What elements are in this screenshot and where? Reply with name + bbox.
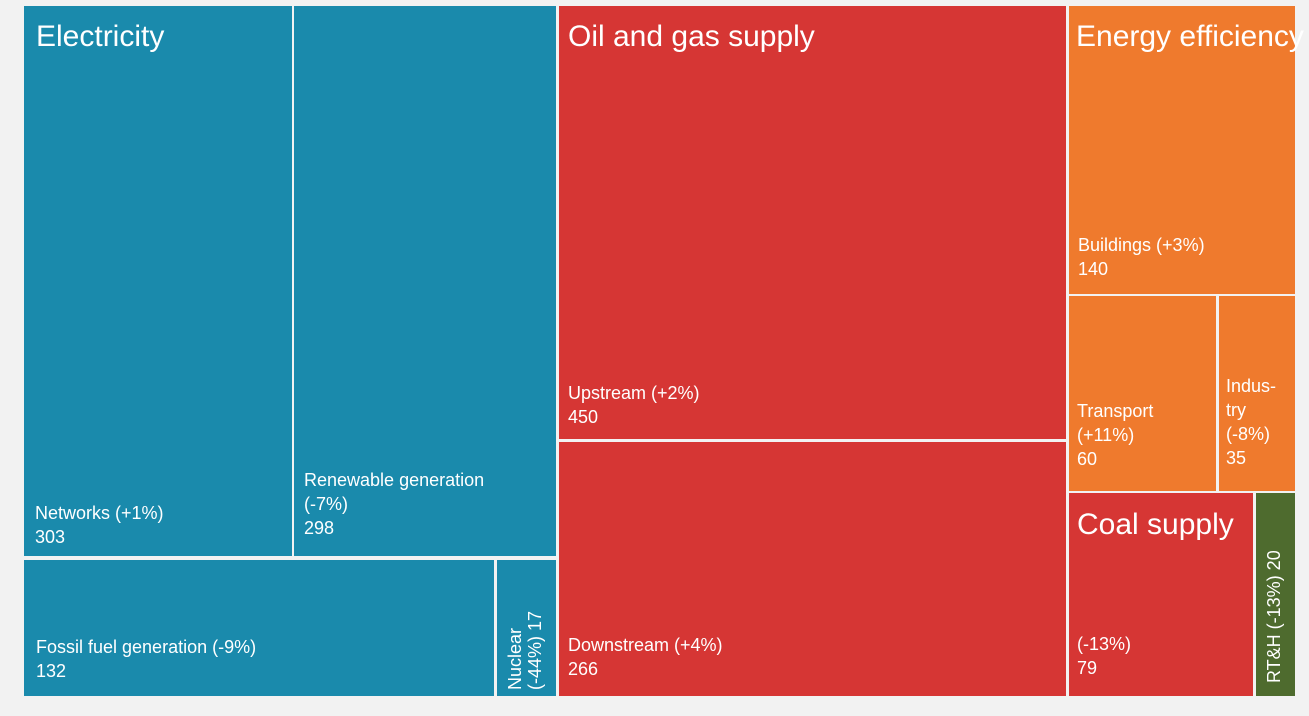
treemap-label-fossil: Fossil fuel generation (-9%) 132	[36, 635, 256, 683]
treemap-label-line: (-44%) 17	[525, 610, 545, 690]
treemap-value: 298	[304, 518, 335, 538]
treemap-value: 35	[1226, 448, 1247, 468]
treemap-label-line: Renewable generation	[304, 470, 485, 490]
treemap-value: 450	[568, 407, 599, 427]
treemap-label-line: (+11%)	[1077, 425, 1135, 445]
treemap-label-line: Buildings (+3%)	[1078, 235, 1205, 255]
treemap-tile-fossil: Fossil fuel generation (-9%) 132	[24, 560, 494, 696]
treemap-value: 60	[1077, 449, 1098, 469]
treemap-label-coal: (-13%) 79	[1077, 632, 1131, 680]
treemap-tile-rth: RT&H (-13%) 20	[1256, 493, 1295, 696]
treemap-tile-industry: Indus-try (-8%) 35	[1219, 296, 1295, 491]
treemap-label-upstream: Upstream (+2%) 450	[568, 381, 700, 429]
treemap-label-line: Nuclear	[505, 627, 525, 690]
treemap-tile-downstream: Downstream (+4%) 266	[559, 442, 1066, 696]
treemap-group-title-oilgas: Oil and gas supply	[568, 20, 815, 53]
treemap-label-nuclear: Nuclear (-44%) 17	[505, 611, 545, 690]
treemap-value: 140	[1078, 259, 1109, 279]
treemap-label-line: Transport	[1077, 401, 1154, 421]
treemap-label-line: RT&H (-13%) 20	[1264, 550, 1284, 683]
treemap-label-renewable: Renewable generation (-7%) 298	[304, 468, 484, 540]
treemap-group-title-efficiency: Energy efficiency	[1076, 20, 1304, 53]
treemap-label-industry: Indus-try (-8%) 35	[1226, 374, 1276, 470]
treemap-group-title-coal: Coal supply	[1077, 508, 1234, 541]
treemap-label-line: Networks (+1%)	[35, 503, 164, 523]
treemap-label-line: Indus-	[1226, 376, 1277, 396]
treemap-label-downstream: Downstream (+4%) 266	[568, 633, 723, 681]
treemap-tile-buildings: Buildings (+3%) 140	[1069, 6, 1295, 294]
treemap-label-line: Downstream (+4%)	[568, 635, 723, 655]
treemap-tile-upstream: Upstream (+2%) 450	[559, 6, 1066, 439]
treemap-label-buildings: Buildings (+3%) 140	[1078, 233, 1205, 281]
treemap-tile-coal: (-13%) 79	[1069, 493, 1253, 696]
treemap-value: 303	[35, 527, 66, 547]
treemap-value: 132	[36, 661, 67, 681]
treemap-tile-nuclear: Nuclear (-44%) 17	[497, 560, 556, 696]
treemap-group-title-electricity: Electricity	[36, 20, 165, 53]
treemap-tile-networks: Networks (+1%) 303	[24, 6, 292, 556]
treemap-label-line: (-13%)	[1077, 634, 1132, 654]
treemap-label-line: (-8%)	[1226, 424, 1270, 444]
treemap-tile-transport: Transport (+11%) 60	[1069, 296, 1216, 491]
treemap-value: 266	[568, 659, 599, 679]
treemap-label-networks: Networks (+1%) 303	[35, 501, 164, 549]
treemap-label-rth: RT&H (-13%) 20	[1264, 550, 1284, 683]
treemap-tile-renewable: Renewable generation (-7%) 298	[294, 6, 556, 556]
treemap-value: 79	[1077, 658, 1098, 678]
treemap-label-line: (-7%)	[304, 494, 348, 514]
treemap-label-transport: Transport (+11%) 60	[1077, 399, 1153, 471]
treemap-label-line: try	[1226, 400, 1246, 420]
treemap-label-line: Fossil fuel generation (-9%)	[36, 637, 257, 657]
treemap-label-line: Upstream (+2%)	[568, 383, 700, 403]
